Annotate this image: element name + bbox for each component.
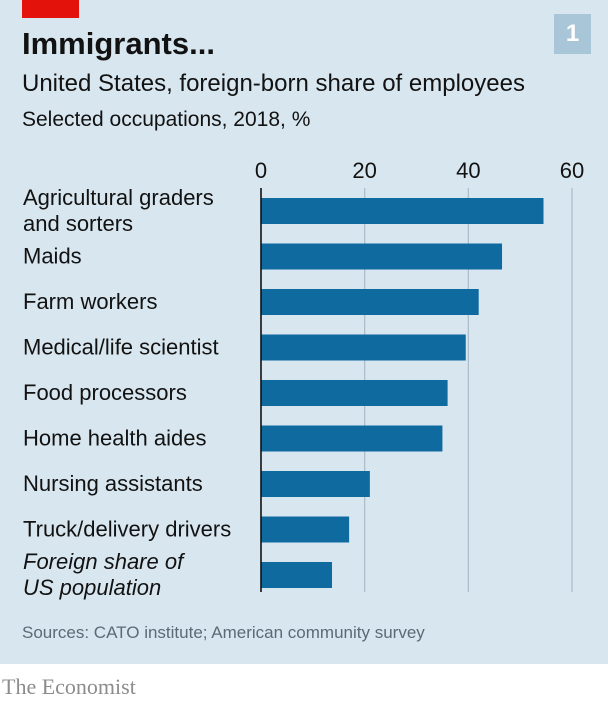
- category-label: Maids: [23, 244, 82, 269]
- category-label: Nursing assistants: [23, 471, 203, 496]
- bar: [261, 471, 370, 497]
- bar: [261, 198, 544, 224]
- chart-title: Immigrants...: [22, 26, 215, 61]
- category-label: Foreign share of: [23, 549, 186, 574]
- category-label: Agricultural graders: [23, 185, 214, 210]
- chart-number-badge: 1: [554, 14, 591, 54]
- bar: [261, 380, 448, 406]
- category-label: Farm workers: [23, 289, 157, 314]
- category-label: Medical/life scientist: [23, 335, 219, 360]
- category-label: Home health aides: [23, 426, 206, 451]
- source-note: Sources: CATO institute; American commun…: [22, 623, 425, 642]
- bar: [261, 289, 479, 315]
- x-tick-label: 0: [255, 158, 267, 183]
- category-label: Truck/delivery drivers: [23, 517, 231, 542]
- bar: [261, 562, 333, 588]
- category-label: Food processors: [23, 380, 187, 405]
- bar: [261, 425, 443, 452]
- brand-red-tag: [22, 0, 79, 18]
- category-label: US population: [23, 575, 161, 600]
- chart-panel: [0, 0, 608, 664]
- x-tick-label: 20: [352, 158, 376, 183]
- bar: [261, 516, 350, 543]
- category-label: and sorters: [23, 211, 133, 236]
- publisher-logo: The Economist: [2, 674, 136, 699]
- bar: [261, 334, 466, 361]
- x-tick-label: 60: [560, 158, 584, 183]
- chart-subsubtitle: Selected occupations, 2018, %: [22, 108, 311, 131]
- bar: [261, 243, 503, 270]
- x-tick-label: 40: [456, 158, 480, 183]
- chart-subtitle: United States, foreign-born share of emp…: [22, 70, 525, 97]
